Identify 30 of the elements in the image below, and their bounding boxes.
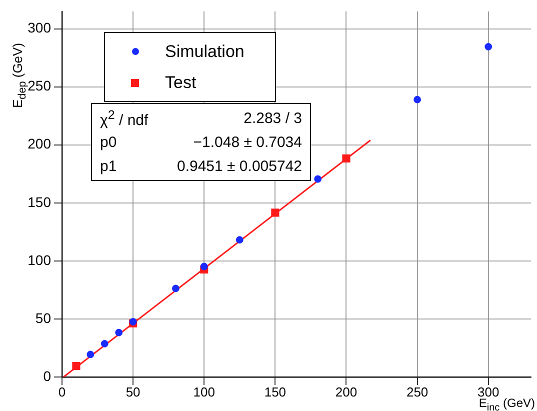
x-tick-label: 50 bbox=[126, 384, 140, 400]
y-tick-label: 100 bbox=[28, 252, 52, 268]
x-tick-label: 0 bbox=[58, 384, 66, 400]
point bbox=[172, 284, 180, 292]
x-tick-label: 150 bbox=[264, 384, 286, 400]
x-tick-label: 250 bbox=[406, 384, 428, 400]
point bbox=[236, 236, 244, 244]
y-tick-label: 50 bbox=[35, 310, 52, 326]
point bbox=[414, 96, 422, 104]
point bbox=[72, 362, 80, 370]
legend-label: Test bbox=[165, 72, 196, 92]
text: p0 −1.048 ± 0.7034 bbox=[100, 134, 302, 150]
y-tick-label: 300 bbox=[28, 20, 52, 36]
y-tick-label: 150 bbox=[28, 194, 52, 210]
text: p1 0.9451 ± 0.005742 bbox=[100, 158, 302, 174]
point bbox=[100, 340, 108, 348]
y-tick-label: 250 bbox=[28, 78, 52, 94]
point bbox=[484, 42, 492, 50]
point bbox=[314, 175, 322, 183]
point bbox=[271, 208, 280, 217]
text: χ$^{2}$ / ndf 2.283 / 3 bbox=[100, 108, 302, 128]
x-tick-label: 100 bbox=[193, 384, 215, 400]
y-tick-label: 200 bbox=[28, 136, 52, 152]
y-tick-label: 0 bbox=[43, 368, 52, 384]
legend-label: Simulation bbox=[165, 42, 244, 62]
point bbox=[200, 262, 208, 270]
point bbox=[86, 350, 94, 358]
x-tick-label: 200 bbox=[335, 384, 358, 400]
point bbox=[342, 154, 350, 162]
point bbox=[115, 328, 123, 336]
